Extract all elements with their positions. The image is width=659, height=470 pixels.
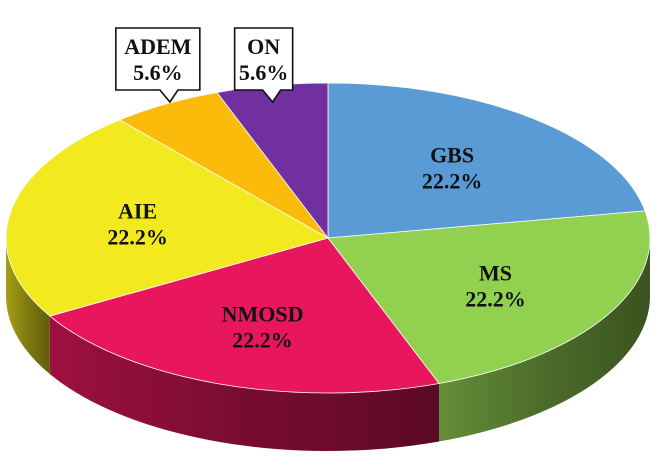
slice-aie — [5, 119, 330, 317]
callout-on — [233, 27, 294, 104]
label-nmosd-name: NMOSD — [222, 302, 304, 327]
label-aie-name: AIE — [118, 198, 157, 223]
label-gbs-name: GBS — [430, 143, 474, 168]
slice-ms — [327, 210, 651, 384]
slice-side-shade-aie — [6, 238, 50, 375]
label-nmosd-value: 22.2% — [232, 328, 293, 353]
label-ms-name: MS — [479, 260, 512, 285]
slice-gbs — [327, 82, 646, 239]
label-on-name: ON — [247, 34, 280, 59]
label-ms-value: 22.2% — [465, 286, 526, 311]
label-on-value: 5.6% — [239, 60, 289, 85]
pie-labels: GBS22.2%MS22.2%NMOSD22.2%AIE22.2%ADEM5.6… — [107, 27, 526, 353]
slice-nmosd — [48, 237, 440, 394]
label-adem-name: ADEM — [124, 34, 191, 59]
slice-side-shade-nmosd — [49, 316, 439, 452]
pie-top-faces — [5, 82, 651, 394]
label-aie-value: 22.2% — [107, 224, 168, 249]
callout-adem — [115, 27, 201, 104]
pie-side-walls — [6, 238, 650, 452]
label-adem-value: 5.6% — [133, 60, 183, 85]
label-gbs-value: 22.2% — [422, 169, 483, 194]
slice-side-shade-ms — [438, 238, 650, 442]
